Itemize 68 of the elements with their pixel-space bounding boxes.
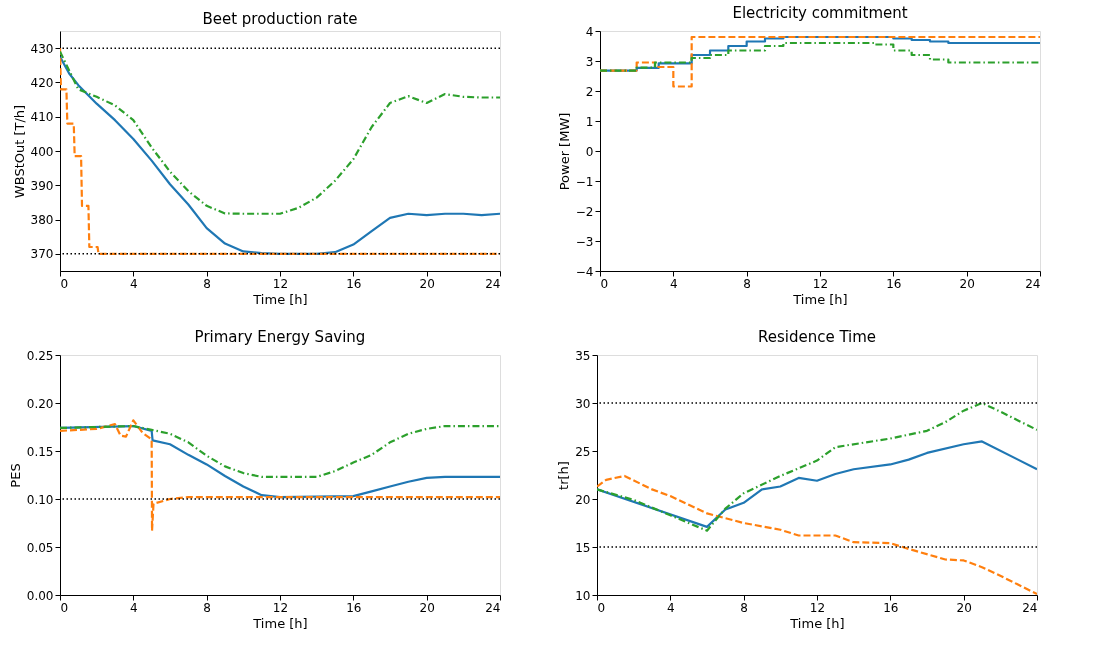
- y-axis-title: WBStOut [T/h]: [11, 104, 27, 199]
- x-tick-label: 12: [272, 600, 289, 615]
- x-tick-label: 8: [740, 600, 748, 615]
- x-axis-title: Time [h]: [792, 291, 848, 307]
- x-tick-label: 8: [203, 276, 211, 291]
- x-tick-label: 12: [812, 276, 829, 291]
- x-tick-label: 12: [809, 600, 826, 615]
- y-tick-label: −1: [575, 174, 594, 189]
- y-tick-label: −4: [575, 264, 594, 279]
- x-axis-title: Time [h]: [252, 615, 308, 631]
- y-tick-label: 370: [30, 247, 54, 262]
- x-tick-label: 4: [130, 600, 138, 615]
- y-tick-label: 0.10: [26, 492, 54, 507]
- x-tick-label: 0: [597, 600, 606, 615]
- x-tick-label: 24: [1025, 276, 1041, 291]
- y-tick-label: 390: [30, 178, 54, 193]
- x-tick-label: 24: [485, 276, 501, 291]
- chart-title: Residence Time: [757, 328, 877, 346]
- y-tick-label: 30: [575, 396, 591, 411]
- x-axis-title: Time [h]: [252, 291, 308, 307]
- x-tick-label: 20: [419, 600, 435, 615]
- y-tick-label: 0: [585, 144, 594, 159]
- y-tick-label: 35: [575, 348, 591, 363]
- x-tick-label: 16: [346, 276, 362, 291]
- x-tick-label: 0: [60, 600, 69, 615]
- x-tick-label: 24: [1022, 600, 1038, 615]
- x-tick-label: 4: [670, 276, 678, 291]
- x-tick-label: 0: [60, 276, 69, 291]
- y-tick-label: 2: [585, 84, 594, 99]
- y-tick-label: 25: [575, 444, 591, 459]
- chart-title: Primary Energy Saving: [194, 328, 366, 346]
- x-tick-label: 0: [600, 276, 609, 291]
- y-axis-title: PES: [7, 463, 23, 488]
- y-tick-label: 410: [30, 110, 54, 125]
- y-tick-label: 400: [30, 144, 54, 159]
- y-tick-label: 1: [585, 114, 594, 129]
- y-tick-label: 0.25: [26, 348, 54, 363]
- y-tick-label: 0.00: [26, 588, 54, 603]
- y-tick-label: 15: [575, 540, 591, 555]
- x-tick-label: 4: [667, 600, 675, 615]
- y-tick-label: 10: [575, 588, 591, 603]
- x-tick-label: 8: [743, 276, 751, 291]
- y-tick-label: 420: [30, 75, 54, 90]
- x-tick-label: 24: [485, 600, 501, 615]
- x-tick-label: 16: [886, 276, 902, 291]
- x-tick-label: 20: [956, 600, 972, 615]
- x-tick-label: 20: [959, 276, 975, 291]
- y-tick-label: 4: [585, 24, 594, 39]
- x-tick-label: 12: [272, 276, 289, 291]
- y-tick-label: 0.15: [26, 444, 54, 459]
- x-tick-label: 20: [419, 276, 435, 291]
- y-tick-label: −2: [575, 204, 594, 219]
- y-tick-label: −3: [575, 234, 594, 249]
- x-tick-label: 8: [203, 600, 211, 615]
- chart-title: Electricity commitment: [732, 4, 908, 22]
- x-tick-label: 16: [346, 600, 362, 615]
- y-tick-label: 0.05: [26, 540, 54, 555]
- y-tick-label: 20: [575, 492, 591, 507]
- y-axis-title: tr[h]: [556, 461, 572, 490]
- y-axis-title: Power [MW]: [556, 112, 572, 191]
- chart-title: Beet production rate: [202, 10, 358, 28]
- y-tick-label: 3: [585, 54, 594, 69]
- y-tick-label: 430: [30, 41, 54, 56]
- x-axis-title: Time [h]: [789, 615, 845, 631]
- x-tick-label: 4: [130, 276, 138, 291]
- y-tick-label: 0.20: [26, 396, 54, 411]
- y-tick-label: 380: [30, 213, 54, 228]
- x-tick-label: 16: [883, 600, 899, 615]
